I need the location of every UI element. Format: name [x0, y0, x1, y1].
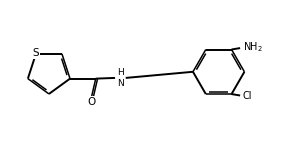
Text: Cl: Cl — [243, 91, 252, 101]
Text: O: O — [87, 97, 96, 107]
Text: NH$_2$: NH$_2$ — [243, 40, 263, 54]
Text: H
N: H N — [117, 68, 123, 88]
Text: S: S — [32, 48, 39, 58]
